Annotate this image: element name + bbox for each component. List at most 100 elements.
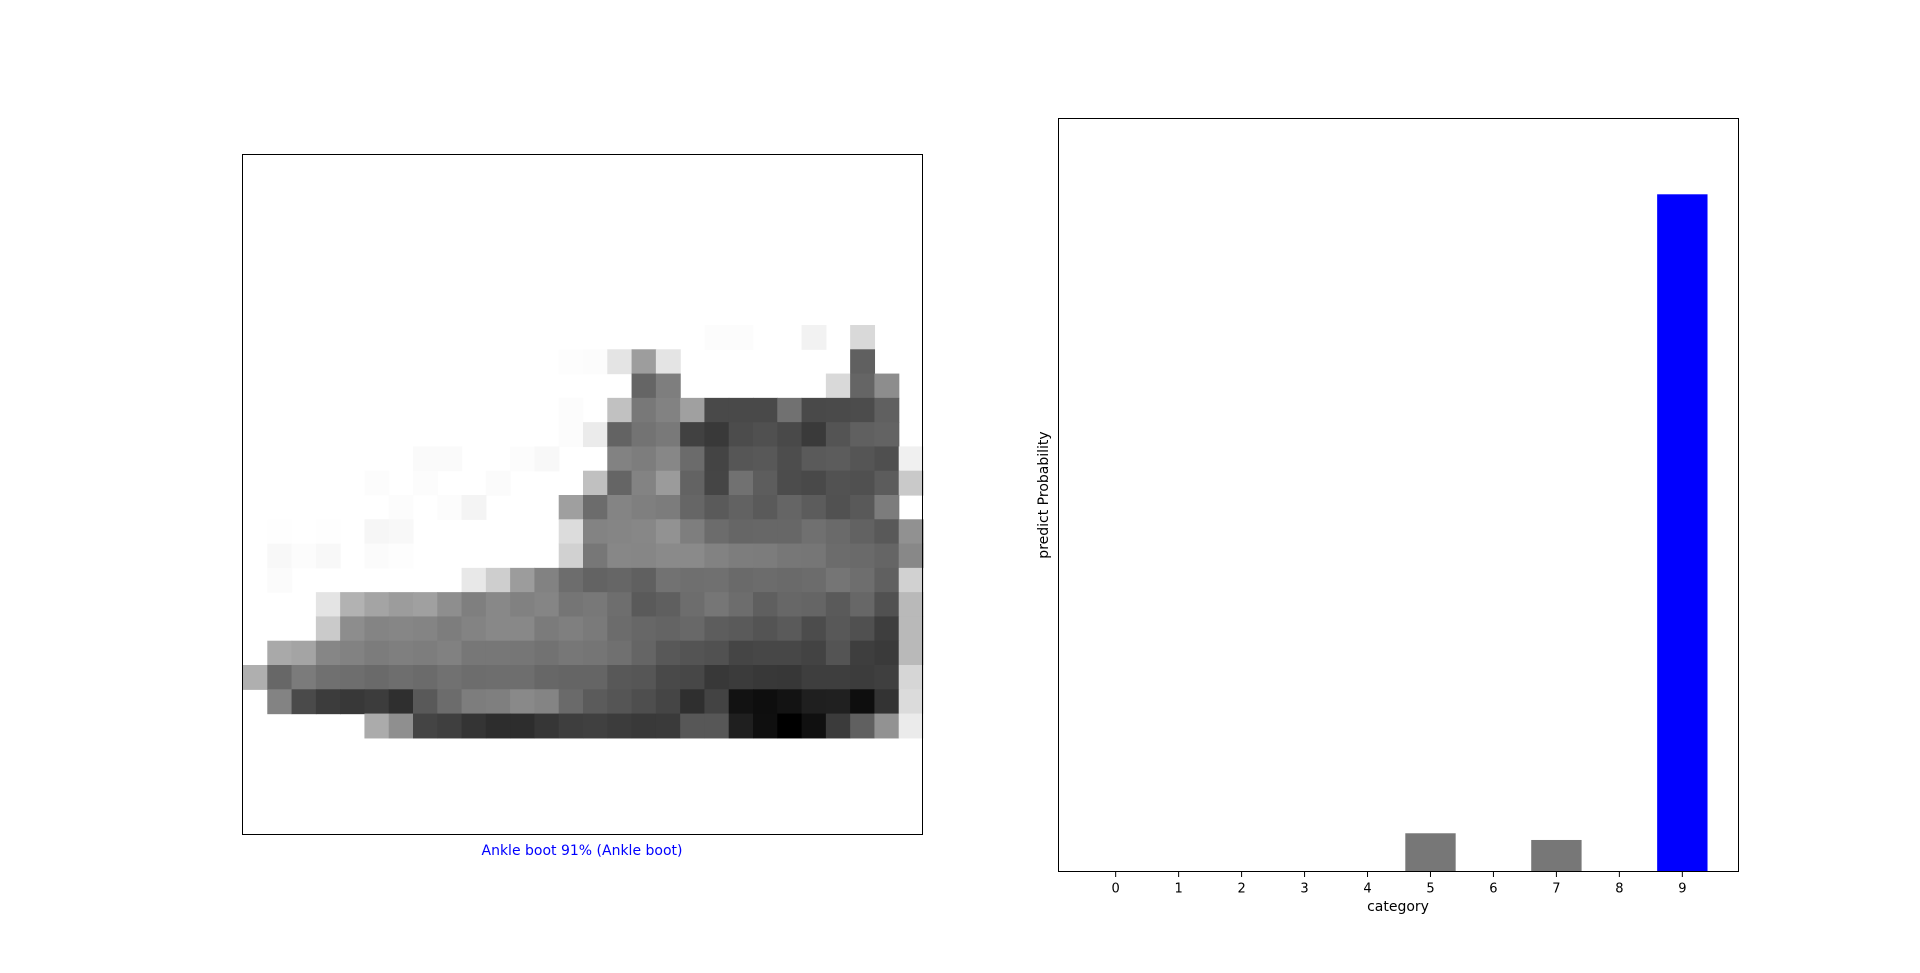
image-pixel [874,592,900,618]
image-pixel [850,567,876,593]
image-pixel [753,616,778,642]
image-pixel [874,689,900,715]
image-pixel [753,689,778,715]
image-pixel [534,446,560,472]
image-pixel [728,325,754,350]
image-pixel [801,640,827,666]
image-pixel [534,567,560,593]
image-pixel [607,397,633,423]
image-pixel [801,495,827,520]
image-pixel [680,495,706,520]
x-tick-label: 5 [1426,882,1434,897]
image-pixel [825,519,851,545]
image-pixel [461,592,487,618]
image-pixel [485,689,511,715]
image-pixel [461,616,487,642]
image-pixel [607,422,633,448]
image-pixel [388,640,414,666]
image-pixel [461,665,487,690]
image-pixel [655,397,681,423]
image-pixel [655,519,681,545]
image-pixel [753,470,778,496]
image-pixel [801,616,827,642]
image-pixel [898,470,924,496]
image-pixel [777,446,803,472]
image-pixel [534,616,560,642]
image-pixel [510,446,536,472]
image-pixel [510,640,536,666]
image-pixel [364,665,390,690]
image-pixel [291,689,317,715]
image-pixel [631,689,657,715]
image-pixel [825,665,851,690]
image-pixel [461,567,487,593]
image-pixel [898,713,924,739]
image-pixel [753,519,778,545]
image-pixel [704,470,730,496]
image-pixel [825,495,851,520]
image-pixel [680,689,706,715]
image-pixel [364,519,390,545]
image-pixel [315,640,341,666]
image-pixel [825,373,851,399]
image-pixel [680,713,706,739]
image-pixel [607,616,633,642]
image-pixel [413,713,438,739]
image-pixel [728,665,754,690]
image-pixel [874,470,900,496]
image-pixel [728,397,754,423]
image-pixel [680,422,706,448]
image-pixel [583,592,608,618]
image-pixel [461,713,487,739]
image-pixel [558,397,584,423]
image-pixel [607,665,633,690]
image-pixel [388,616,414,642]
image-pixel [874,665,900,690]
image-pixel [510,713,536,739]
image-pixel [510,592,536,618]
image-pixel [461,495,487,520]
image-pixel [388,665,414,690]
image-pixel [898,543,924,569]
image-pixel [631,397,657,423]
image-pixel [607,519,633,545]
image-pixel [607,543,633,569]
image-pixel [607,446,633,472]
image-pixel [437,616,463,642]
image-pixel [364,689,390,715]
image-pixel [801,325,827,350]
image-pixel [825,616,851,642]
image-pixel [680,567,706,593]
image-pixel [704,640,730,666]
image-pixel [485,713,511,739]
bar-7 [1531,839,1582,872]
image-pixel [728,495,754,520]
image-pixel [753,446,778,472]
image-pixel [874,519,900,545]
x-tick-label: 8 [1615,882,1623,897]
image-pixel [655,689,681,715]
image-pixel [704,592,730,618]
image-pixel [315,543,341,569]
image-pixel [655,567,681,593]
image-pixel [874,713,900,739]
image-pixel [753,495,778,520]
image-pixel [340,592,366,618]
image-pixel [364,543,390,569]
image-pixel [680,397,706,423]
image-pixel [874,543,900,569]
image-pixel [728,567,754,593]
image-pixel [364,470,390,496]
image-pixel [728,519,754,545]
image-pixel [315,519,341,545]
image-pixel [753,567,778,593]
image-pixel [437,592,463,618]
image-pixel [801,422,827,448]
image-pixel [485,665,511,690]
image-pixel [631,713,657,739]
image-pixel [850,397,876,423]
image-pixel [534,665,560,690]
image-pixel [801,543,827,569]
image-pixel [655,349,681,375]
image-pixel [777,640,803,666]
